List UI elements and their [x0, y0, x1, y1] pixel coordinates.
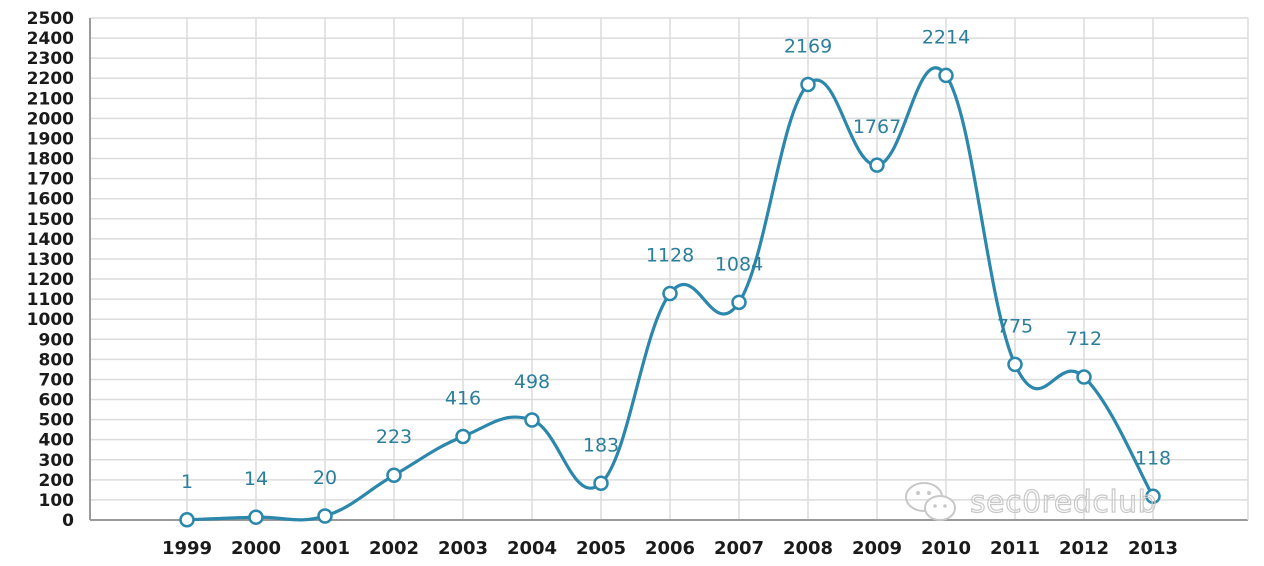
data-point	[455, 428, 471, 445]
y-tick-label: 600	[39, 391, 75, 411]
data-point	[248, 509, 264, 525]
y-tick-label: 1900	[27, 129, 74, 149]
x-tick-label: 2004	[507, 538, 557, 559]
data-point	[731, 294, 747, 311]
watermark: sec0redclub	[902, 478, 1157, 526]
data-label: 14	[244, 468, 268, 490]
axes	[89, 18, 1249, 521]
x-tick-label: 2008	[783, 538, 833, 559]
y-tick-label: 1300	[27, 250, 74, 270]
data-label: 1084	[715, 253, 763, 275]
data-label: 1767	[853, 116, 901, 138]
y-tick-label: 700	[39, 370, 75, 390]
grid	[90, 17, 1248, 521]
x-tick-label: 2000	[231, 538, 281, 559]
data-label: 1128	[646, 244, 694, 266]
data-labels: 1 14 20 223 416 498 183 1128 1084 2169 1767 2214 775…	[181, 26, 1171, 492]
data-point	[317, 508, 333, 524]
x-tick-label: 2012	[1059, 538, 1109, 559]
y-tick-label: 1800	[27, 150, 74, 170]
y-tick-label: 1400	[27, 230, 74, 250]
x-tick-label: 2010	[921, 538, 971, 559]
x-tick-label: 2002	[369, 538, 419, 559]
y-tick-label: 900	[39, 330, 75, 350]
y-tick-label: 400	[39, 431, 75, 451]
x-tick-label: 2005	[576, 538, 626, 559]
x-tick-label: 2007	[714, 538, 764, 559]
y-tick-label: 1000	[27, 310, 74, 330]
data-point	[1145, 488, 1161, 505]
data-label: 2169	[784, 35, 832, 57]
data-label: 2214	[922, 26, 970, 48]
data-label: 20	[313, 467, 337, 489]
data-label: 1	[181, 471, 193, 493]
x-tick-labels: 1999 2000 2001 2002 2003 2004 2005 2006 2007 2008…	[162, 538, 1178, 559]
data-point	[179, 512, 195, 528]
data-point	[662, 285, 678, 302]
data-point	[869, 157, 885, 173]
data-label: 712	[1066, 328, 1102, 350]
y-tick-label: 2300	[27, 49, 74, 69]
y-tick-label: 1500	[27, 210, 74, 230]
data-label: 223	[376, 426, 412, 448]
data-label: 775	[997, 315, 1033, 337]
x-tick-label: 2001	[300, 538, 350, 559]
data-label: 416	[445, 387, 481, 409]
y-tick-label: 1700	[27, 170, 74, 190]
x-tick-label: 1999	[162, 538, 212, 559]
y-tick-label: 2100	[27, 89, 74, 109]
x-tick-label: 2011	[990, 538, 1040, 559]
wechat-icon	[905, 482, 956, 521]
data-points	[179, 67, 1161, 528]
y-tick-label: 2400	[27, 29, 74, 49]
watermark-text: sec0redclub	[969, 484, 1158, 520]
x-tick-label: 2003	[438, 538, 488, 559]
data-point	[524, 412, 540, 428]
data-label: 118	[1135, 447, 1171, 469]
data-point	[938, 67, 954, 84]
data-point	[1007, 356, 1023, 373]
data-point	[800, 76, 816, 93]
y-tick-label: 1100	[27, 290, 74, 310]
x-tick-label: 2006	[645, 538, 695, 559]
data-label: 183	[583, 434, 619, 456]
y-tick-label: 1600	[27, 190, 74, 210]
data-point	[593, 475, 609, 492]
x-tick-label: 2009	[852, 538, 902, 559]
y-tick-label: 300	[39, 451, 75, 471]
data-point	[386, 467, 402, 483]
y-tick-label: 2000	[27, 109, 74, 129]
y-tick-label: 800	[39, 350, 75, 370]
data-point	[1076, 369, 1092, 385]
y-tick-labels: 0100200300400500600700800900100011001200…	[27, 9, 74, 531]
x-tick-label: 2013	[1128, 538, 1178, 559]
y-tick-label: 0	[62, 511, 74, 531]
y-tick-label: 2200	[27, 69, 74, 89]
data-label: 498	[514, 371, 550, 393]
y-tick-label: 1200	[27, 270, 74, 290]
y-tick-label: 100	[39, 491, 75, 511]
y-tick-label: 500	[39, 411, 75, 431]
y-tick-label: 200	[39, 471, 75, 491]
y-tick-label: 2500	[27, 9, 74, 29]
